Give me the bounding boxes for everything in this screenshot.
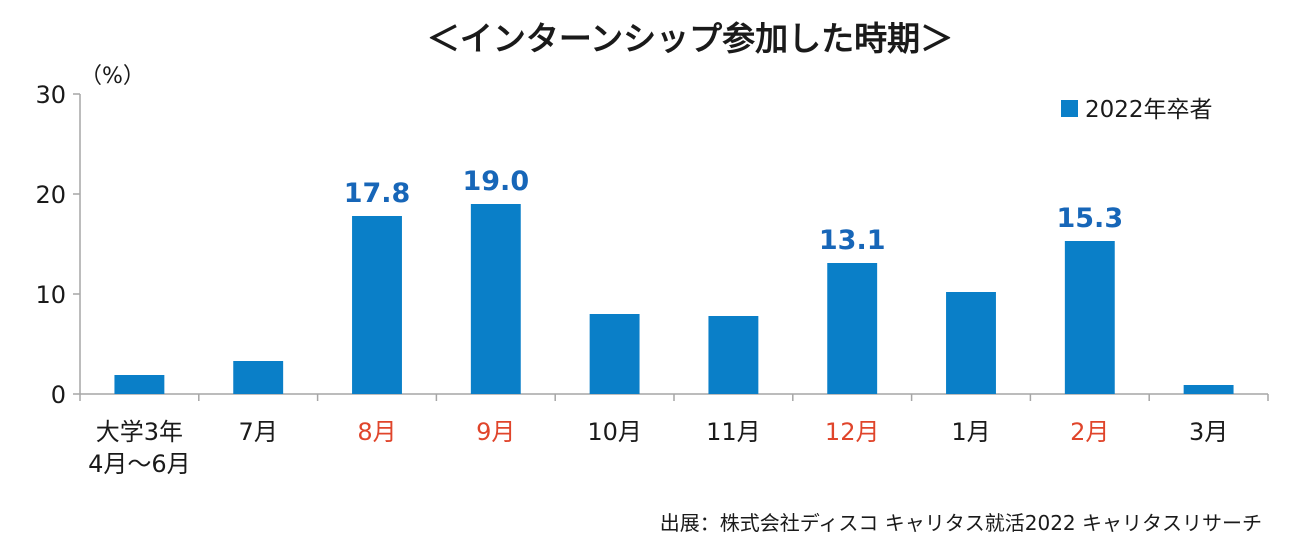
x-tick-label: 10月 <box>587 418 642 446</box>
chart-title: ＜インターンシップ参加した時期＞ <box>427 19 953 58</box>
x-tick-label: 8月 <box>357 418 396 446</box>
bar <box>708 316 759 394</box>
x-tick-label: 11月 <box>706 418 761 446</box>
bar <box>352 216 402 394</box>
x-tick-label: 大学3年 <box>96 418 183 446</box>
bar <box>1064 241 1115 394</box>
bar-series <box>114 204 1234 394</box>
x-tick-label: 12月 <box>825 418 880 446</box>
bar <box>470 204 521 394</box>
y-tick-label: 30 <box>35 81 66 109</box>
bar <box>946 292 996 394</box>
data-label: 19.0 <box>462 166 529 197</box>
bar <box>827 263 878 394</box>
legend-swatch <box>1061 100 1078 117</box>
legend-label: 2022年卒者 <box>1085 97 1213 123</box>
x-tick-label: 9月 <box>476 418 515 446</box>
y-tick-label: 10 <box>35 281 66 309</box>
legend: 2022年卒者 <box>1061 97 1213 123</box>
y-axis-unit-label: （%） <box>80 64 145 89</box>
category-labels: 大学3年 4月〜6月 7月 8月 9月 10月 11月 12月 1月 2月 3月 <box>88 418 1228 478</box>
data-labels: 17.8 19.0 13.1 15.3 <box>344 166 1123 256</box>
data-label: 15.3 <box>1056 203 1123 234</box>
bar <box>114 375 165 394</box>
source-note: 出展：株式会社ディスコ キャリタス就活2022 キャリタスリサーチ <box>660 511 1262 535</box>
x-tick-label: 1月 <box>951 418 990 446</box>
x-tick-label: 4月〜6月 <box>88 450 191 478</box>
bar <box>589 314 640 394</box>
x-tick-label: 3月 <box>1189 418 1228 446</box>
y-tick-label: 0 <box>51 381 66 409</box>
x-tick-label: 7月 <box>239 418 278 446</box>
y-tick-label: 20 <box>35 181 66 209</box>
bar <box>1183 385 1234 394</box>
data-label: 17.8 <box>344 178 411 209</box>
x-axis <box>79 393 1269 401</box>
x-tick-label: 2月 <box>1070 418 1109 446</box>
data-label: 13.1 <box>819 225 886 256</box>
bar <box>233 361 284 394</box>
y-axis: 0 10 20 30 <box>35 81 81 409</box>
